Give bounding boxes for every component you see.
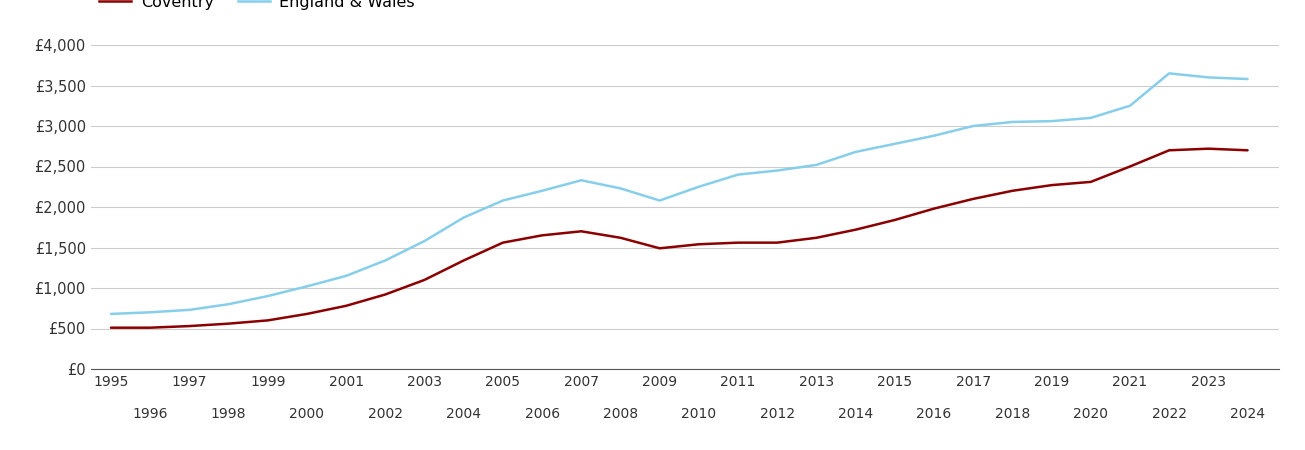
England & Wales <box>1122 103 1138 108</box>
Coventry <box>495 240 510 245</box>
Text: 2020: 2020 <box>1073 407 1108 421</box>
Coventry <box>612 235 628 240</box>
England & Wales <box>1201 75 1216 80</box>
Text: 2022: 2022 <box>1151 407 1186 421</box>
England & Wales <box>338 273 354 279</box>
England & Wales <box>612 186 628 191</box>
England & Wales <box>731 172 746 177</box>
England & Wales <box>103 311 119 317</box>
England & Wales <box>142 310 158 315</box>
England & Wales <box>1161 71 1177 76</box>
England & Wales <box>260 293 275 299</box>
England & Wales <box>651 198 667 203</box>
England & Wales <box>1044 118 1060 124</box>
England & Wales <box>1083 115 1099 121</box>
Text: 2012: 2012 <box>760 407 795 421</box>
England & Wales <box>495 198 510 203</box>
Coventry <box>1044 182 1060 188</box>
Line: England & Wales: England & Wales <box>111 73 1248 314</box>
Coventry <box>142 325 158 330</box>
Text: 1996: 1996 <box>132 407 168 421</box>
Coventry <box>455 258 471 263</box>
Coventry <box>534 233 549 238</box>
Coventry <box>1240 148 1255 153</box>
Coventry <box>299 311 315 317</box>
Coventry <box>1161 148 1177 153</box>
Coventry <box>966 196 981 202</box>
England & Wales <box>848 149 864 155</box>
Coventry <box>181 324 197 329</box>
England & Wales <box>299 284 315 289</box>
Coventry <box>260 318 275 323</box>
England & Wales <box>455 215 471 220</box>
Coventry <box>731 240 746 245</box>
Coventry <box>1201 146 1216 151</box>
England & Wales <box>927 133 942 139</box>
England & Wales <box>573 178 589 183</box>
Coventry <box>573 229 589 234</box>
Coventry <box>848 227 864 232</box>
England & Wales <box>887 141 903 147</box>
Coventry <box>103 325 119 330</box>
England & Wales <box>692 184 707 189</box>
Text: 2002: 2002 <box>368 407 403 421</box>
England & Wales <box>966 123 981 129</box>
Text: 2004: 2004 <box>446 407 482 421</box>
England & Wales <box>770 168 786 173</box>
Coventry <box>809 235 825 240</box>
Text: 2006: 2006 <box>525 407 560 421</box>
England & Wales <box>1240 76 1255 82</box>
Text: 2018: 2018 <box>994 407 1030 421</box>
Coventry <box>692 242 707 247</box>
Text: 2008: 2008 <box>603 407 638 421</box>
Coventry <box>1122 164 1138 169</box>
Text: 2016: 2016 <box>916 407 951 421</box>
England & Wales <box>1005 119 1021 125</box>
England & Wales <box>809 162 825 167</box>
England & Wales <box>377 258 393 263</box>
Coventry <box>1083 179 1099 184</box>
Text: 2024: 2024 <box>1231 407 1265 421</box>
Coventry <box>651 246 667 251</box>
Coventry <box>338 303 354 309</box>
Coventry <box>927 206 942 211</box>
Coventry <box>1005 188 1021 194</box>
England & Wales <box>534 188 549 194</box>
Legend: Coventry, England & Wales: Coventry, England & Wales <box>99 0 415 9</box>
Text: 2000: 2000 <box>290 407 325 421</box>
Coventry <box>377 292 393 297</box>
Coventry <box>221 321 236 326</box>
England & Wales <box>181 307 197 313</box>
England & Wales <box>416 238 432 244</box>
Text: 1998: 1998 <box>211 407 247 421</box>
Text: 2014: 2014 <box>838 407 873 421</box>
Text: 2010: 2010 <box>681 407 716 421</box>
Coventry <box>770 240 786 245</box>
England & Wales <box>221 302 236 307</box>
Line: Coventry: Coventry <box>111 148 1248 328</box>
Coventry <box>416 277 432 283</box>
Coventry <box>887 217 903 223</box>
